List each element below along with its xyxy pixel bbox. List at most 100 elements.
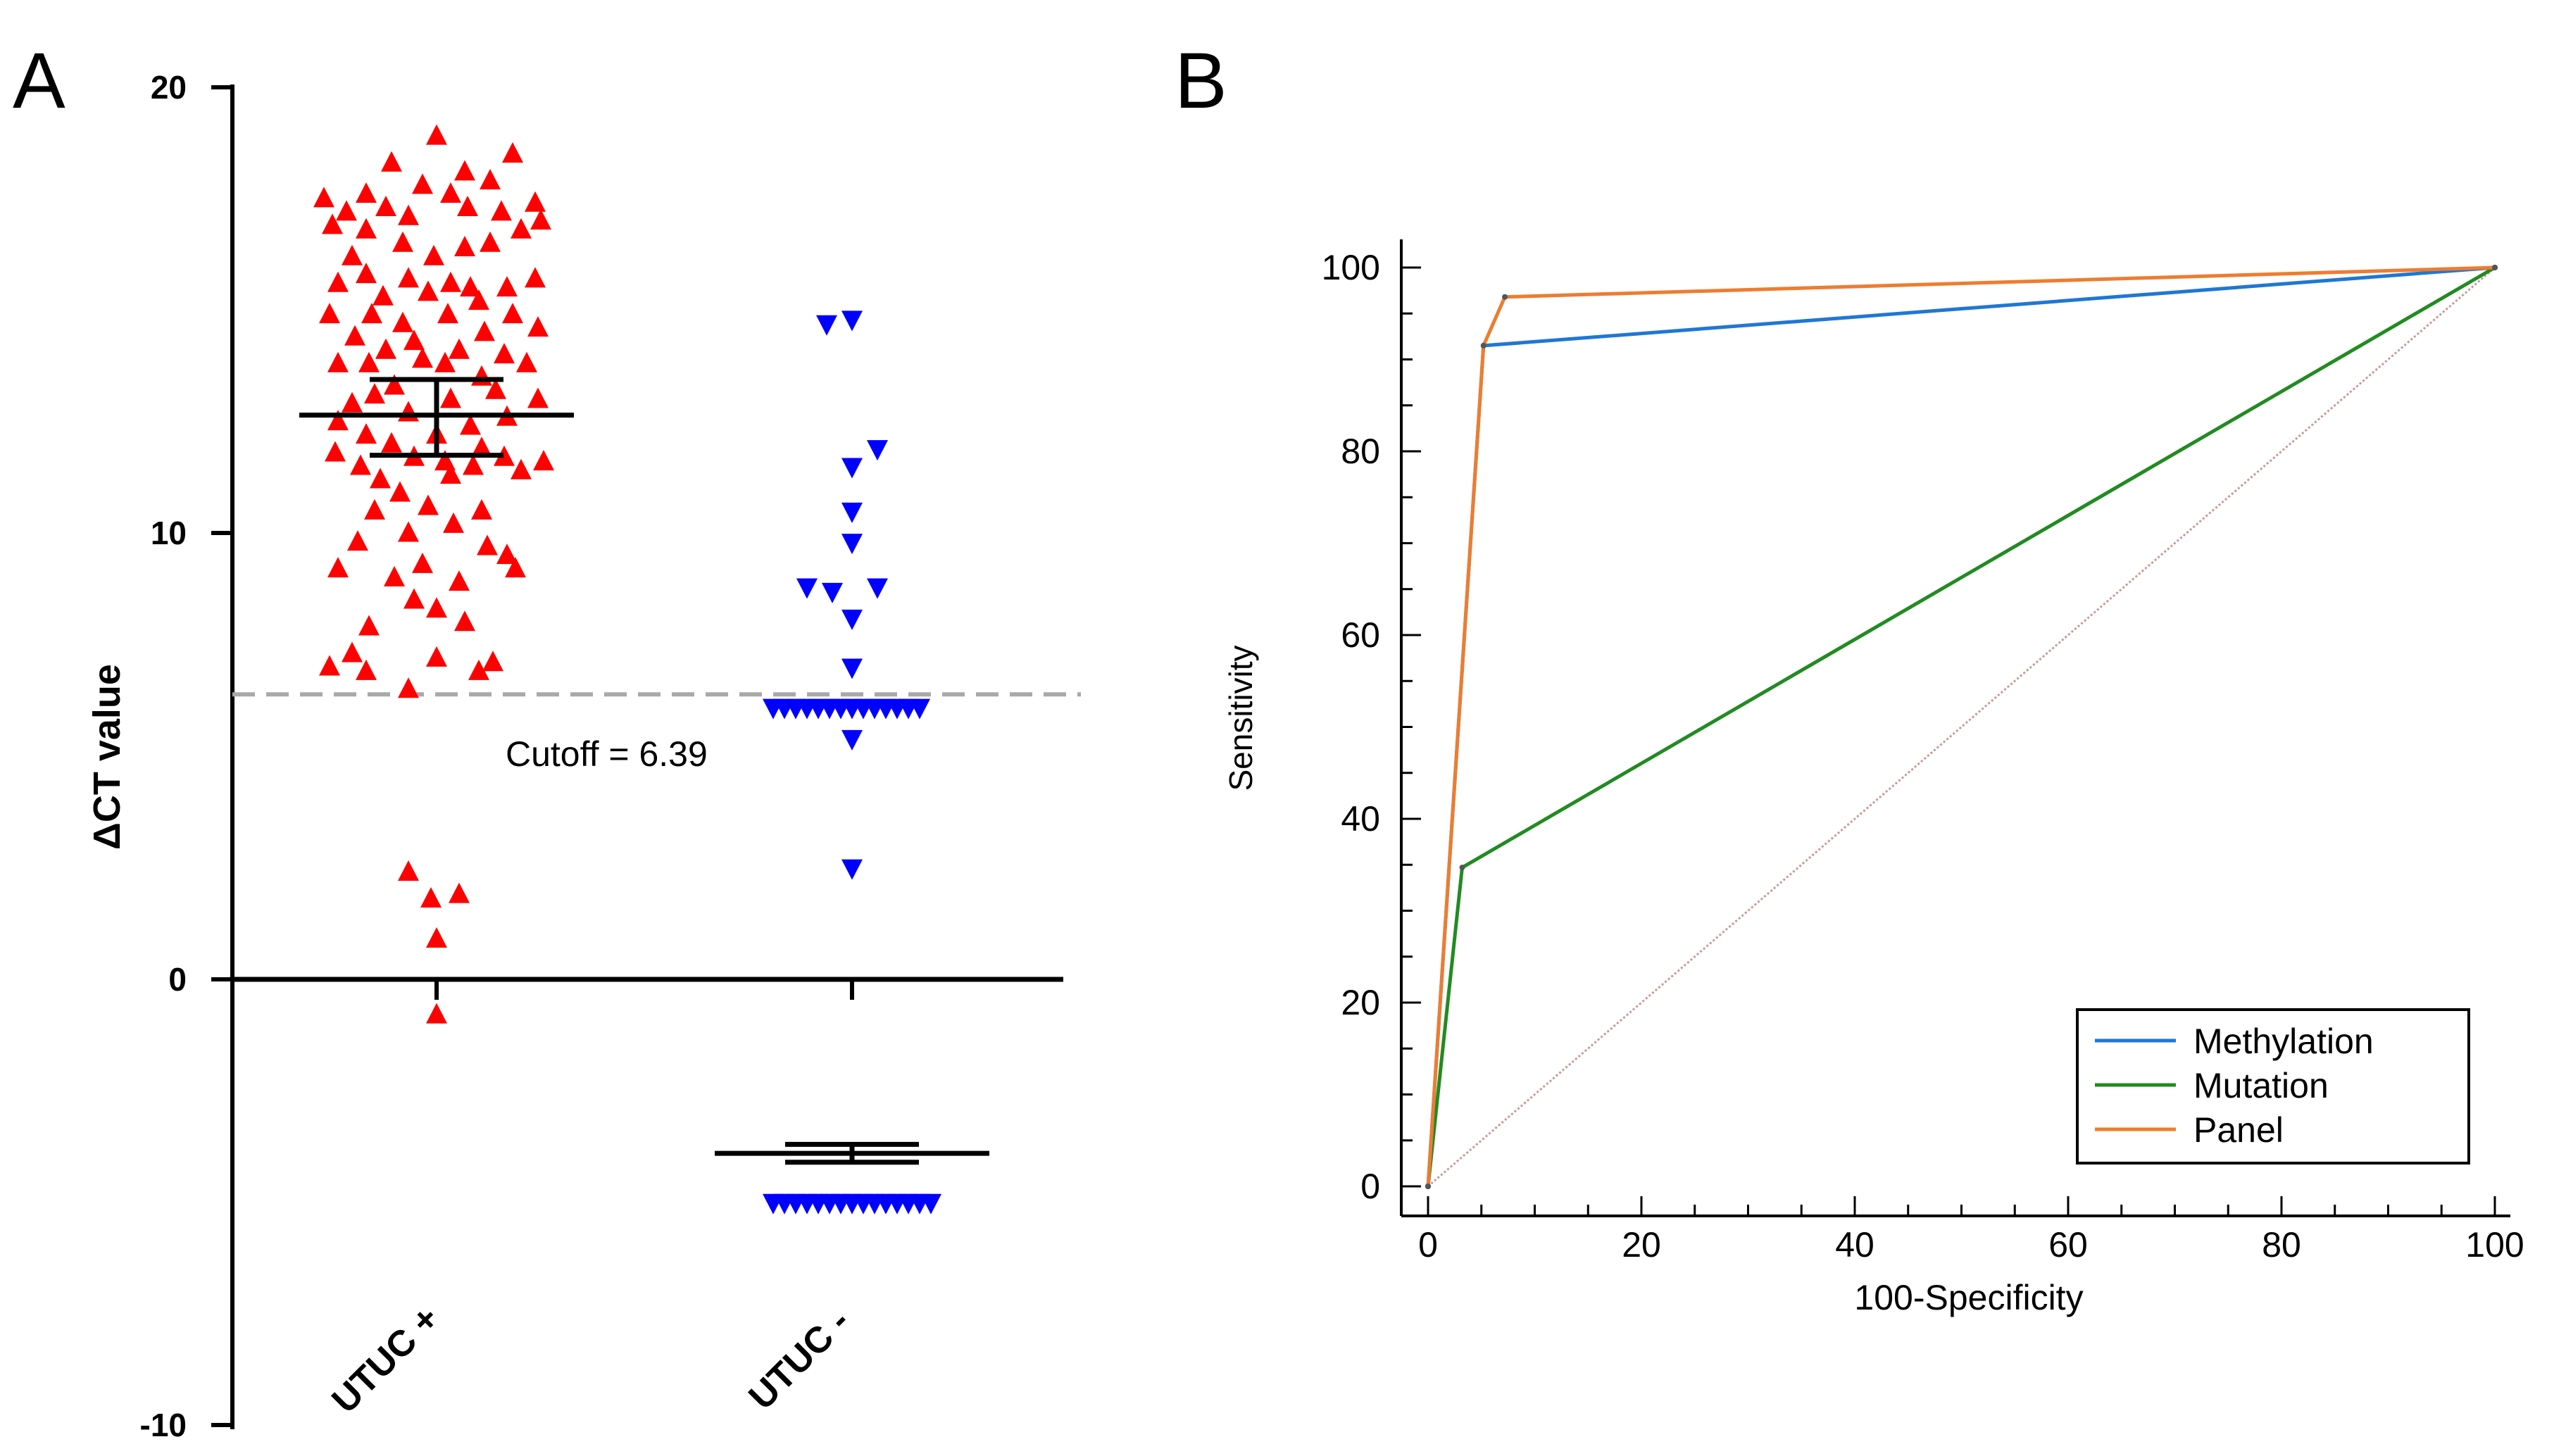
utuc-positive-point	[361, 303, 382, 324]
utuc-positive-point	[412, 173, 433, 194]
roc-point	[1459, 865, 1465, 871]
utuc-positive-point	[449, 338, 470, 359]
utuc-positive-point	[364, 383, 385, 404]
utuc-negative-point	[909, 698, 930, 720]
utuc-positive-point	[468, 659, 489, 680]
panel-b-label: B	[1175, 37, 1227, 125]
utuc-positive-point	[347, 530, 368, 551]
utuc-negative-point	[920, 1193, 941, 1215]
utuc-positive-point	[505, 557, 526, 578]
utuc-negative-point	[841, 658, 863, 679]
utuc-positive-point	[350, 454, 371, 475]
utuc-positive-point	[426, 124, 447, 145]
utuc-positive-point	[423, 244, 444, 265]
x-tick-label: 20	[1622, 1225, 1661, 1264]
legend-label-methylation: Methylation	[2193, 1022, 2374, 1061]
utuc-positive-point	[358, 615, 380, 636]
utuc-positive-point	[440, 182, 461, 203]
panel-a-ytick-label: 10	[151, 515, 187, 551]
roc-line-panel	[1426, 265, 2496, 1187]
utuc-positive-point	[358, 351, 380, 372]
utuc-negative-point	[841, 609, 863, 630]
utuc-positive-point	[398, 267, 419, 288]
panel-a-label: A	[13, 37, 65, 125]
utuc-positive-point	[511, 458, 532, 479]
utuc-positive-point	[449, 570, 470, 591]
utuc-positive-point	[342, 244, 363, 265]
utuc-positive-point	[440, 463, 461, 484]
utuc-positive-point	[440, 271, 461, 292]
utuc-positive-point	[494, 343, 515, 364]
panel-a-cutoff-label: Cutoff = 6.39	[506, 734, 708, 774]
utuc-positive-point	[392, 231, 413, 252]
utuc-positive-point	[356, 182, 377, 203]
utuc-positive-point	[356, 218, 377, 239]
utuc-positive-point	[511, 218, 532, 239]
utuc-positive-point	[527, 316, 549, 337]
utuc-negative-point	[841, 534, 863, 555]
utuc-positive-point	[437, 303, 458, 324]
utuc-positive-point	[342, 641, 363, 663]
legend-label-mutation: Mutation	[2193, 1066, 2329, 1105]
utuc-negative-point	[841, 458, 863, 479]
x-tick-label: 40	[1835, 1225, 1874, 1264]
utuc-positive-point	[370, 467, 391, 489]
panel-b-y-axis-label: Sensitivity	[1222, 645, 1259, 791]
utuc-positive-point	[418, 280, 439, 301]
utuc-positive-point	[533, 450, 554, 471]
utuc-positive-point	[502, 303, 523, 324]
utuc-positive-point	[496, 276, 518, 297]
utuc-positive-point	[482, 651, 503, 672]
panel-b-x-axis-label: 100-Specificity	[1854, 1278, 2083, 1317]
y-tick-label: 20	[1341, 983, 1380, 1022]
roc-point	[1502, 294, 1508, 300]
utuc-negative-point	[841, 859, 863, 880]
utuc-positive-point	[468, 289, 489, 310]
utuc-positive-point	[319, 303, 340, 324]
legend-label-panel: Panel	[2193, 1110, 2284, 1150]
roc-point	[2492, 265, 2498, 270]
utuc-positive-point	[460, 414, 481, 435]
utuc-positive-point	[502, 142, 523, 163]
utuc-positive-point	[485, 378, 506, 399]
utuc-positive-point	[364, 498, 385, 520]
utuc-negative-point	[841, 310, 863, 332]
utuc-positive-point	[392, 311, 413, 332]
utuc-positive-point	[426, 597, 447, 618]
utuc-positive-point	[403, 330, 425, 351]
panel-a-y-axis-label: ΔCT value	[86, 664, 128, 850]
y-tick-label: 0	[1360, 1167, 1380, 1206]
utuc-positive-point	[471, 365, 492, 386]
roc-point	[1480, 342, 1486, 349]
utuc-positive-point	[496, 544, 518, 565]
utuc-positive-point	[403, 588, 425, 609]
utuc-negative-point	[822, 582, 843, 603]
utuc-positive-point	[454, 160, 475, 181]
utuc-positive-point	[480, 169, 501, 190]
utuc-positive-point	[412, 552, 433, 573]
panel-a-ytick-label: -10	[140, 1407, 187, 1443]
utuc-positive-point	[474, 320, 495, 341]
utuc-positive-point	[398, 677, 419, 698]
utuc-positive-point	[327, 410, 349, 431]
utuc-positive-point	[530, 209, 551, 230]
utuc-negative-point	[841, 502, 863, 523]
utuc-negative-point	[841, 729, 863, 751]
utuc-positive-point	[457, 196, 478, 217]
utuc-positive-point	[477, 534, 498, 556]
y-tick-label: 40	[1341, 799, 1380, 839]
roc-point	[1425, 1184, 1431, 1189]
utuc-positive-point	[426, 1003, 447, 1024]
x-tick-label: 60	[2048, 1225, 2088, 1264]
utuc-positive-point	[516, 351, 537, 372]
utuc-positive-point	[454, 610, 475, 632]
utuc-positive-point	[398, 521, 419, 542]
utuc-positive-point	[336, 200, 357, 221]
x-tick-label: 80	[2262, 1225, 2301, 1264]
utuc-positive-point	[460, 276, 481, 297]
y-tick-label: 80	[1341, 432, 1380, 471]
utuc-positive-point	[398, 860, 419, 881]
utuc-positive-point	[375, 196, 396, 217]
utuc-positive-point	[398, 401, 419, 422]
utuc-positive-point	[454, 236, 475, 257]
